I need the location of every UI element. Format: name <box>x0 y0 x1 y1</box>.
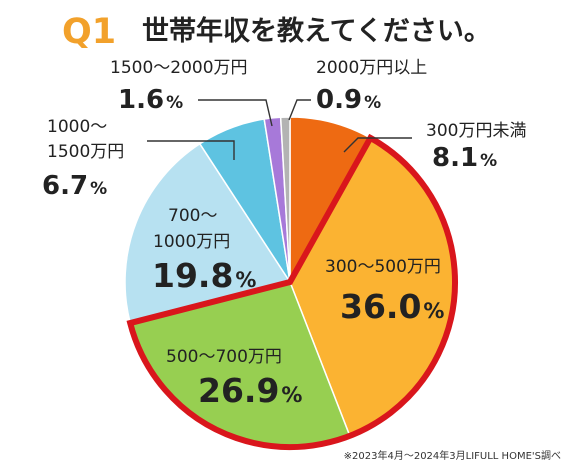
slice-value-0: 8.1% <box>432 143 497 173</box>
leader-line-5 <box>198 99 273 127</box>
leader-line-6 <box>288 99 311 121</box>
question-number: Q1 <box>62 12 116 52</box>
slice-unit-2: % <box>281 383 302 407</box>
highlight-outline <box>126 133 458 450</box>
slice-label-4-line-1: 1500万円 <box>47 142 124 162</box>
slice-label-5: 1500〜2000万円 <box>110 58 248 78</box>
slice-label-3-line-1: 1000万円 <box>153 232 230 252</box>
leader-lines <box>147 99 412 160</box>
slice-unit-6: % <box>364 93 381 113</box>
slice-value-4: 6.7% <box>42 171 107 201</box>
slice-label-2: 500〜700万円 <box>166 347 282 367</box>
slice-label-1: 300〜500万円 <box>325 257 441 277</box>
pie-slice-3 <box>124 142 292 324</box>
slice-label-3-line-0: 700〜 <box>168 206 217 226</box>
page-title: 世帯年収を教えてください。 <box>142 15 491 47</box>
slice-label-4-line-0: 1000〜 <box>47 117 107 137</box>
footnote: ※2023年4月〜2024年3月LIFULL HOME'S調べ <box>344 449 561 462</box>
slice-value-1: 36.0% <box>340 287 444 326</box>
slice-value-6: 0.9% <box>316 85 381 115</box>
slice-unit-1: % <box>423 299 444 323</box>
slice-unit-4: % <box>90 179 107 199</box>
slice-label-0: 300万円未満 <box>426 121 526 141</box>
slice-label-6: 2000万円以上 <box>316 58 427 78</box>
slice-unit-0: % <box>480 151 497 171</box>
leader-line-4 <box>147 140 235 160</box>
slice-unit-3: % <box>235 268 256 292</box>
slice-value-5: 1.6% <box>118 85 183 115</box>
slice-unit-5: % <box>166 93 183 113</box>
leader-line-0 <box>343 137 412 153</box>
